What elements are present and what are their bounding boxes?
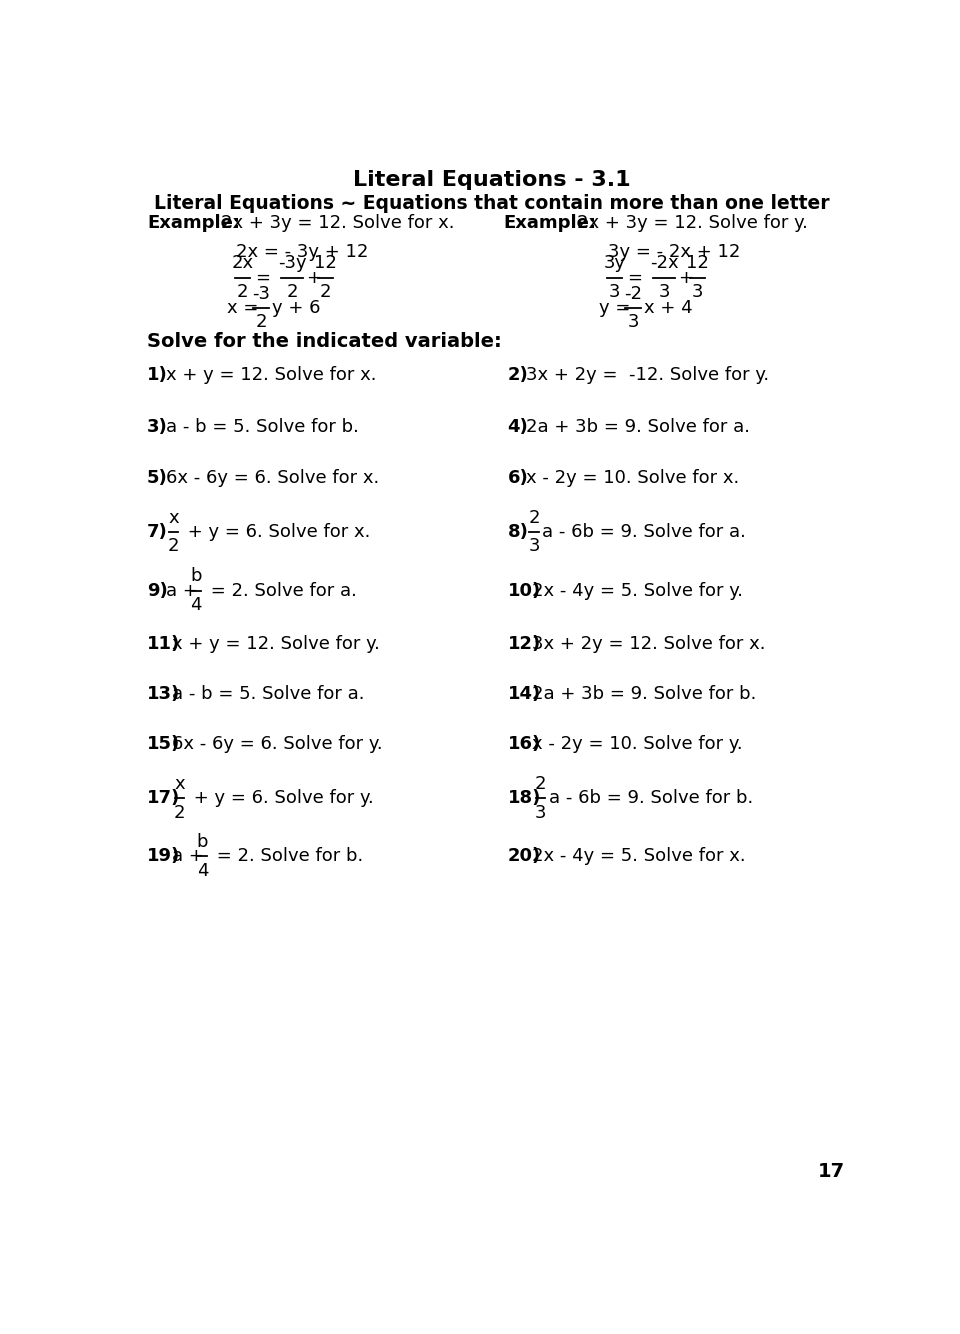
Text: 3: 3 [609,283,620,301]
Text: b: b [197,832,208,851]
Text: 5): 5) [147,470,168,487]
Text: 3): 3) [147,418,168,435]
Text: 1): 1) [147,366,168,384]
Text: 7): 7) [147,523,168,542]
Text: 2x - 4y = 5. Solve for x.: 2x - 4y = 5. Solve for x. [533,847,746,866]
Text: 2: 2 [255,313,267,331]
Text: 3: 3 [691,283,703,301]
Text: 3: 3 [627,313,638,331]
Text: b: b [190,567,202,586]
Text: x: x [168,508,179,527]
Text: -3: -3 [252,284,270,303]
Text: 2: 2 [174,804,185,822]
Text: -2x: -2x [650,255,679,272]
Text: 6): 6) [508,470,528,487]
Text: 11): 11) [147,635,180,652]
Text: 2): 2) [508,366,528,384]
Text: 2: 2 [168,538,180,555]
Text: = 2. Solve for a.: = 2. Solve for a. [204,582,356,599]
Text: Literal Equations - 3.1: Literal Equations - 3.1 [353,171,631,191]
Text: 16): 16) [508,735,540,752]
Text: 13): 13) [147,684,180,703]
Text: 18): 18) [508,790,540,807]
Text: 9): 9) [147,582,168,599]
Text: y + 6: y + 6 [272,299,321,317]
Text: x + y = 12. Solve for x.: x + y = 12. Solve for x. [166,366,376,384]
Text: =: = [627,269,641,287]
Text: x =: x = [227,299,258,317]
Text: 4: 4 [190,596,202,614]
Text: 2x + 3y = 12. Solve for x.: 2x + 3y = 12. Solve for x. [221,215,454,232]
Text: + y = 6. Solve for x.: + y = 6. Solve for x. [182,523,371,542]
Text: 2: 2 [237,283,249,301]
Text: 3x + 2y = 12. Solve for x.: 3x + 2y = 12. Solve for x. [533,635,766,652]
Text: 2a + 3b = 9. Solve for b.: 2a + 3b = 9. Solve for b. [533,684,756,703]
Text: a - b = 5. Solve for b.: a - b = 5. Solve for b. [166,418,359,435]
Text: 2: 2 [320,283,331,301]
Text: x - 2y = 10. Solve for y.: x - 2y = 10. Solve for y. [533,735,743,752]
Text: 6x - 6y = 6. Solve for x.: 6x - 6y = 6. Solve for x. [166,470,379,487]
Text: -2: -2 [624,284,642,303]
Text: Literal Equations ~ Equations that contain more than one letter: Literal Equations ~ Equations that conta… [155,193,829,212]
Text: 3x + 2y =  -12. Solve for y.: 3x + 2y = -12. Solve for y. [526,366,769,384]
Text: 3: 3 [528,538,540,555]
Text: 2: 2 [286,283,298,301]
Text: 15): 15) [147,735,180,752]
Text: a - 6b = 9. Solve for a.: a - 6b = 9. Solve for a. [542,523,746,542]
Text: 2x = - 3y + 12: 2x = - 3y + 12 [236,243,369,260]
Text: Example:: Example: [504,215,596,232]
Text: 3y: 3y [604,255,626,272]
Text: 4: 4 [197,862,208,879]
Text: +: + [306,269,322,287]
Text: 10): 10) [508,582,540,599]
Text: 12): 12) [508,635,540,652]
Text: x + y = 12. Solve for y.: x + y = 12. Solve for y. [172,635,380,652]
Text: +: + [679,269,693,287]
Text: 17): 17) [147,790,180,807]
Text: y =: y = [599,299,631,317]
Text: 14): 14) [508,684,540,703]
Text: =: = [254,269,270,287]
Text: 2: 2 [528,508,540,527]
Text: 2a + 3b = 9. Solve for a.: 2a + 3b = 9. Solve for a. [526,418,750,435]
Text: 3: 3 [535,804,546,822]
Text: x: x [175,775,185,792]
Text: -3y: -3y [277,255,306,272]
Text: 12: 12 [314,255,337,272]
Text: x - 2y = 10. Solve for x.: x - 2y = 10. Solve for x. [526,470,739,487]
Text: 6x - 6y = 6. Solve for y.: 6x - 6y = 6. Solve for y. [172,735,383,752]
Text: Solve for the indicated variable:: Solve for the indicated variable: [147,332,502,351]
Text: 4): 4) [508,418,528,435]
Text: + y = 6. Solve for y.: + y = 6. Solve for y. [188,790,374,807]
Text: a - 6b = 9. Solve for b.: a - 6b = 9. Solve for b. [548,790,753,807]
Text: Example:: Example: [147,215,240,232]
Text: 12: 12 [686,255,708,272]
Text: 19): 19) [147,847,180,866]
Text: 3: 3 [659,283,670,301]
Text: 3y = - 2x + 12: 3y = - 2x + 12 [609,243,740,260]
Text: a +: a + [172,847,209,866]
Text: a - b = 5. Solve for a.: a - b = 5. Solve for a. [172,684,365,703]
Text: a +: a + [166,582,204,599]
Text: = 2. Solve for b.: = 2. Solve for b. [211,847,363,866]
Text: 8): 8) [508,523,528,542]
Text: 2x: 2x [231,255,253,272]
Text: 2x - 4y = 5. Solve for y.: 2x - 4y = 5. Solve for y. [533,582,743,599]
Text: x + 4: x + 4 [644,299,692,317]
Text: 17: 17 [818,1162,845,1182]
Text: 20): 20) [508,847,540,866]
Text: 2x + 3y = 12. Solve for y.: 2x + 3y = 12. Solve for y. [577,215,808,232]
Text: 2: 2 [535,775,546,792]
